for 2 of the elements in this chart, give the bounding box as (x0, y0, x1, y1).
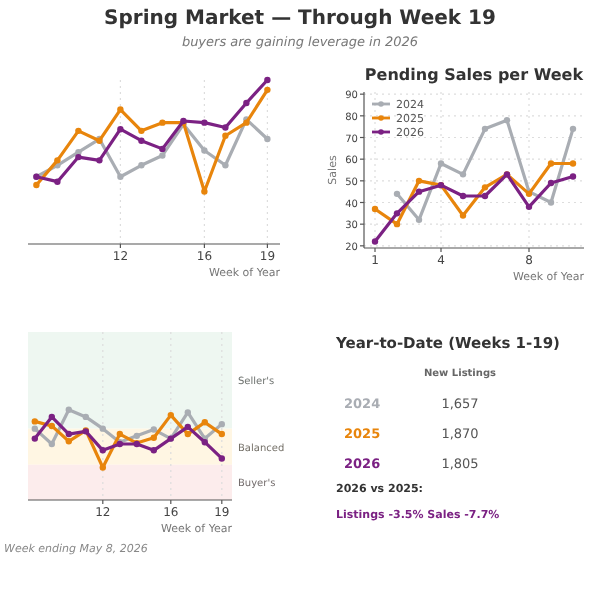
chart-title: Pending Sales per Week (364, 66, 585, 84)
chart-title: Spring Market — Through Week 19 (104, 8, 496, 30)
